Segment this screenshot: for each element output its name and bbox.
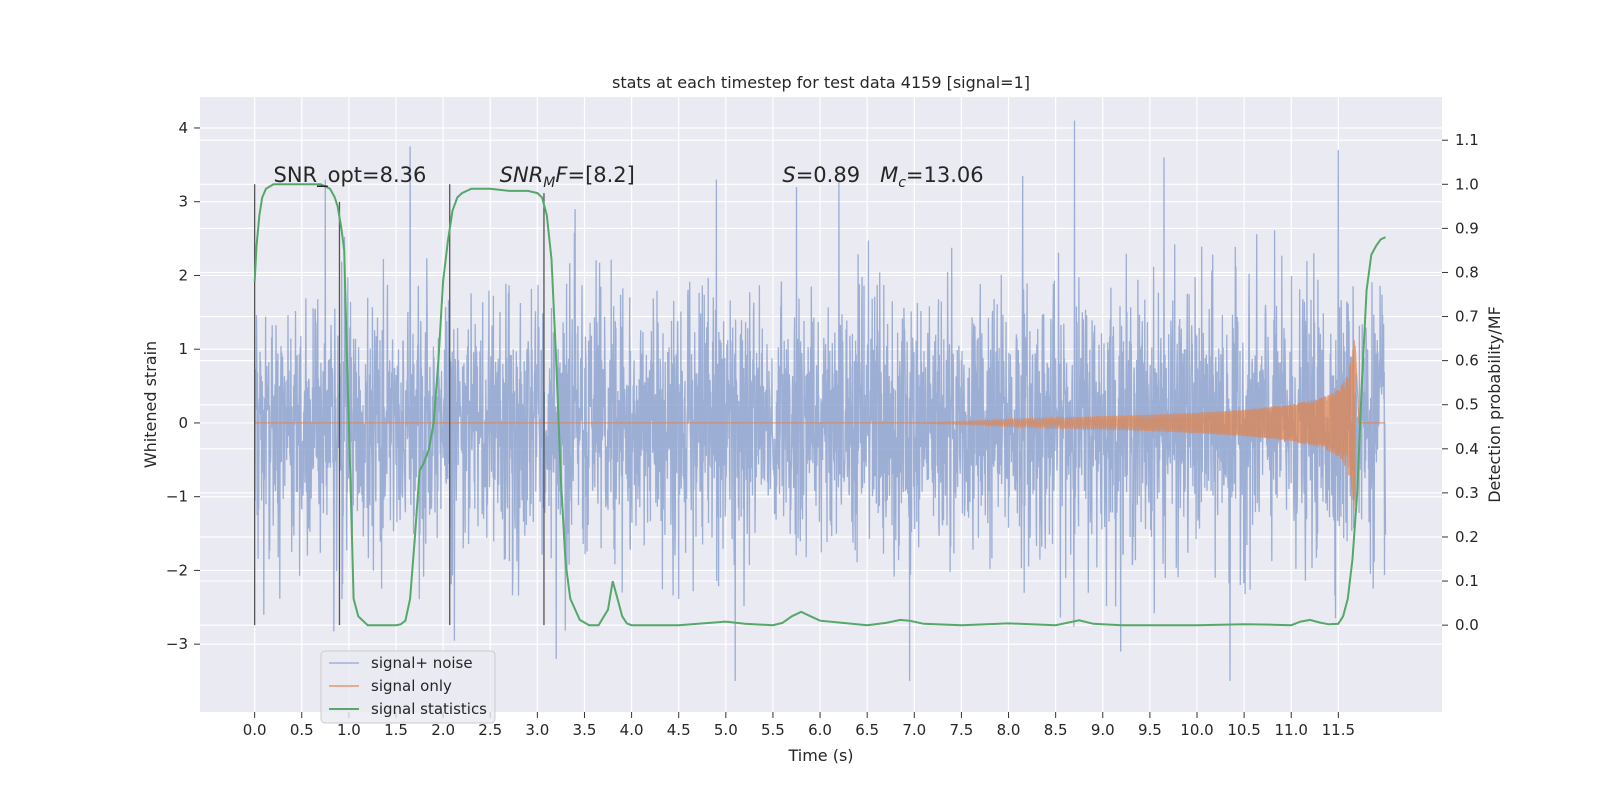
legend-label-signal-only: signal only — [371, 677, 452, 695]
x-tick-label: 6.0 — [808, 721, 832, 739]
y2-tick-label: 0.2 — [1455, 528, 1479, 546]
legend-label-signal-plus-noise: signal+ noise — [371, 654, 473, 672]
y-tick-label: −1 — [166, 488, 188, 506]
x-tick-label: 2.5 — [478, 721, 502, 739]
x-tick-label: 3.5 — [573, 721, 597, 739]
x-tick-label: 5.5 — [761, 721, 785, 739]
annotation-mc-value: =13.06 — [906, 163, 984, 187]
y2-tick-label: 0.4 — [1455, 440, 1479, 458]
y2-tick-label: 0.5 — [1455, 396, 1479, 414]
y-tick-label: −3 — [166, 635, 188, 653]
annotation-significance-chirp-mass: S=0.89 Mc=13.06 — [782, 163, 983, 191]
annotation-snr-opt: SNR_opt=8.36 — [274, 163, 427, 188]
annotation-snr-mf-value: =[8.2] — [567, 163, 634, 187]
x-tick-label: 10.5 — [1227, 721, 1260, 739]
marker-lines — [254, 184, 545, 626]
annotations: SNR_opt=8.36 SNRMF=[8.2] S=0.89 Mc=13.06 — [274, 163, 984, 191]
x-tick-label: 6.5 — [855, 721, 879, 739]
annotation-mc-subscript: c — [898, 175, 906, 191]
y2-tick-label: 0.6 — [1455, 352, 1479, 370]
y-axis-label: Whitened strain — [141, 341, 160, 468]
y2-tick-label: 0.7 — [1455, 308, 1479, 326]
x-axis-label: Time (s) — [787, 746, 853, 765]
x-tick-label: 9.0 — [1091, 721, 1115, 739]
x-tick-label: 11.0 — [1275, 721, 1308, 739]
signal-only-line — [254, 340, 1386, 511]
x-tick-label: 9.5 — [1138, 721, 1162, 739]
x-tick-label: 4.0 — [620, 721, 644, 739]
signal-statistics-line — [253, 183, 1386, 627]
x-tick-label: 4.5 — [667, 721, 691, 739]
y-tick-label: 4 — [178, 119, 188, 137]
y2-tick-label: 1.1 — [1455, 131, 1479, 149]
y2-tick-label: 1.0 — [1455, 175, 1479, 193]
x-tick-label: 11.5 — [1322, 721, 1355, 739]
y-tick-label: 0 — [178, 414, 188, 432]
annotation-s-symbol: S — [782, 163, 795, 187]
annotation-snr-mf-subscript: M — [543, 175, 555, 191]
x-tick-label: 7.5 — [949, 721, 973, 739]
annotation-snr-mf-symbol: SNR — [500, 163, 544, 187]
x-tick-label: 0.0 — [243, 721, 267, 739]
annotation-snr-mf: SNRMF=[8.2] — [500, 163, 635, 191]
annotation-mc-symbol: M — [880, 163, 898, 187]
y2-tick-label: 0.9 — [1455, 219, 1479, 237]
y-tick-label: 2 — [178, 266, 188, 284]
x-tick-label: 3.0 — [525, 721, 549, 739]
x-tick-label: 5.0 — [714, 721, 738, 739]
legend-label-signal-statistics: signal statistics — [371, 700, 487, 718]
y2-tick-label: 0.8 — [1455, 263, 1479, 281]
x-tick-label: 2.0 — [431, 721, 455, 739]
y2-axis-label: Detection probability/MF — [1485, 306, 1504, 503]
y2-tick-label: 0.0 — [1455, 616, 1479, 634]
series-signal-statistics — [253, 183, 1386, 627]
annotation-snr-opt-text: SNR_opt=8.36 — [274, 163, 427, 188]
axes: 0.0 0.5 1.0 1.5 2.0 2.5 3.0 3.5 4.0 4.5 5.0 5.5 6.0 6… — [166, 119, 1479, 739]
y-tick-label: 3 — [178, 193, 188, 211]
y-tick-label: −2 — [166, 561, 188, 579]
chart-title: stats at each timestep for test data 415… — [612, 73, 1030, 92]
legend: signal+ noise signal only signal statist… — [320, 650, 496, 724]
x-tick-label: 1.0 — [337, 721, 361, 739]
annotation-s-value: =0.89 — [796, 163, 880, 187]
x-tick-label: 8.0 — [997, 721, 1021, 739]
series-signal-only — [254, 340, 1386, 511]
x-tick-label: 7.0 — [902, 721, 926, 739]
x-tick-label: 0.5 — [290, 721, 314, 739]
y2-tick-label: 0.1 — [1455, 572, 1479, 590]
y2-tick-label: 0.3 — [1455, 484, 1479, 502]
x-tick-label: 10.0 — [1180, 721, 1213, 739]
x-tick-label: 1.5 — [384, 721, 408, 739]
x-tick-label: 8.5 — [1044, 721, 1068, 739]
annotation-snr-mf-suffix: F — [555, 163, 568, 187]
y-tick-label: 1 — [178, 340, 188, 358]
legend-box — [320, 650, 496, 724]
